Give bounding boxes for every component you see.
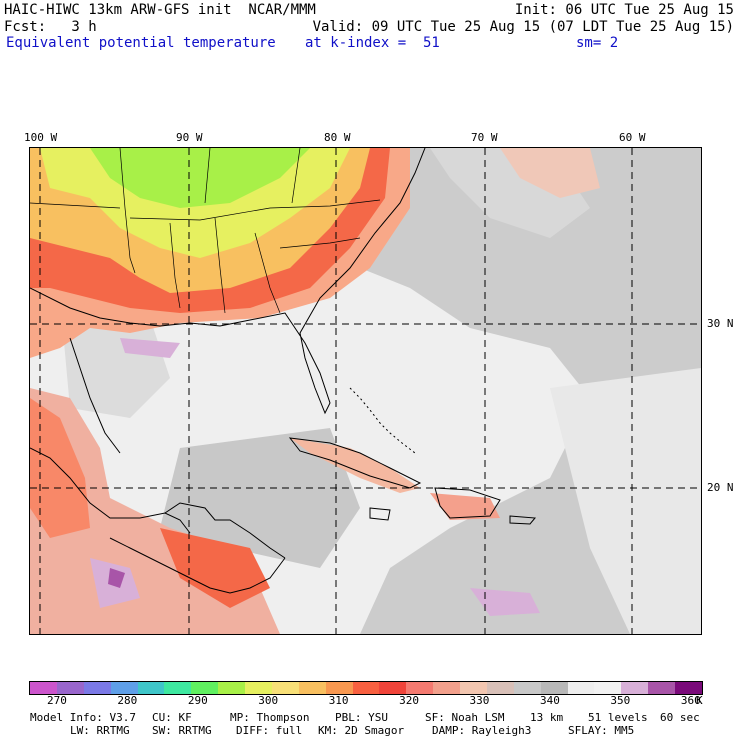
map-panel — [29, 147, 702, 635]
footer-timestep: 60 sec — [660, 711, 700, 724]
colorbar — [29, 681, 703, 695]
colorbar-swatch — [325, 682, 353, 694]
mexico-coastline — [30, 447, 191, 534]
colorbar-swatch — [648, 682, 675, 694]
colorbar-tick-label: 350 — [610, 694, 631, 707]
purple-patch-2 — [108, 568, 125, 588]
colorbar-swatch — [56, 682, 84, 694]
colorbar-swatch — [433, 682, 460, 694]
colorbar-swatch — [218, 682, 245, 694]
footer-km: KM: 2D Smagor — [318, 724, 405, 737]
atlantic-light-area — [550, 368, 701, 634]
state-borders — [30, 148, 381, 314]
colorbar-swatch — [621, 682, 649, 694]
colorbar-swatch — [675, 682, 702, 694]
colorbar-swatch — [245, 682, 272, 694]
central-america-coastline — [109, 537, 286, 594]
colorbar-swatch — [83, 682, 111, 694]
border-2 — [129, 199, 381, 221]
colorbar-swatch — [191, 682, 219, 694]
lon-label-80w: 80 W — [324, 131, 351, 144]
border-1 — [119, 148, 136, 274]
hispaniola-outline — [434, 487, 501, 519]
footer-damp: DAMP: Rayleigh3 — [432, 724, 532, 737]
border-5 — [254, 232, 281, 314]
colorbar-swatch — [379, 682, 407, 694]
colorbar-swatch — [298, 682, 326, 694]
level-label: at k-index = 51 — [305, 35, 440, 51]
border-8 — [204, 148, 211, 204]
colorbar-swatch — [271, 682, 299, 694]
footer-sflay: SFLAY: MM5 — [568, 724, 635, 737]
lat-label-30n: 30 N — [707, 317, 734, 330]
purple-gulf-patch — [120, 338, 180, 358]
colorbar-swatch — [406, 682, 434, 694]
texas-mexico-coastline — [69, 337, 121, 454]
footer-lw: LW: RRTMG — [70, 724, 130, 737]
colorbar-tick-label: 280 — [117, 694, 138, 707]
footer-cu: CU: KF — [152, 711, 192, 724]
footer-pbl: PBL: YSU — [335, 711, 388, 724]
puerto-rico-outline — [509, 515, 537, 525]
valid-time: Valid: 09 UTC Tue 25 Aug 15 (07 LDT Tue … — [312, 19, 734, 35]
jamaica-outline — [369, 507, 391, 521]
border-9 — [291, 148, 301, 204]
footer-mp: MP: Thompson — [230, 711, 310, 724]
bahamas-outline — [349, 387, 416, 454]
yucatan-coastline — [164, 502, 286, 559]
colorbar-swatch — [567, 682, 595, 694]
colorbar-swatch — [540, 682, 568, 694]
colorbar-swatch — [486, 682, 514, 694]
colorbar-tick-label: 300 — [258, 694, 279, 707]
colorbar-tick-label: 340 — [539, 694, 560, 707]
colorbar-tick-label: 310 — [328, 694, 349, 707]
colorbar-swatch — [594, 682, 622, 694]
lon-label-100w: 100 W — [24, 131, 58, 144]
colorbar-swatch — [30, 682, 57, 694]
atlantic-warm-patch — [500, 148, 600, 198]
footer-resolution: 13 km — [530, 711, 564, 724]
graticule — [30, 148, 701, 634]
colorbar-tick-label: 290 — [187, 694, 208, 707]
colorbar-tick-label: 330 — [469, 694, 490, 707]
footer-model-info: Model Info: V3.7 — [30, 711, 136, 724]
model-title: HAIC-HIWC 13km ARW-GFS init NCAR/MMM — [4, 2, 316, 18]
field-name: Equivalent potential temperature — [6, 35, 276, 51]
smooth-label: sm= 2 — [576, 35, 619, 51]
hispaniola-warm — [430, 493, 500, 520]
colorbar-swatch — [513, 682, 541, 694]
colorbar-tick-label: 270 — [47, 694, 67, 707]
caribbean-gray — [160, 428, 360, 568]
init-time: Init: 06 UTC Tue 25 Aug 15 — [514, 2, 734, 18]
footer-diff: DIFF: full — [236, 724, 303, 737]
footer-sf: SF: Noah LSM — [425, 711, 505, 724]
map-canvas — [30, 148, 701, 634]
purple-patch-3 — [470, 588, 540, 616]
colorbar-tick-label: 320 — [399, 694, 419, 707]
colorbar-swatch — [352, 682, 380, 694]
cuba-outline — [288, 437, 422, 489]
footer-sw: SW: RRTMG — [152, 724, 212, 737]
central-america-hot — [160, 528, 270, 608]
colorbar-swatch — [460, 682, 487, 694]
cuba-warm — [290, 438, 420, 493]
border-7 — [30, 202, 121, 209]
border-6 — [279, 237, 361, 249]
forecast-hour: Fcst: 3 h — [4, 19, 97, 35]
green-band — [90, 148, 310, 208]
lon-label-60w: 60 W — [619, 131, 646, 144]
colorbar-unit: K — [696, 694, 703, 707]
border-4 — [214, 217, 226, 314]
colorbar-swatch — [110, 682, 138, 694]
lat-label-20n: 20 N — [707, 481, 734, 494]
border-3 — [169, 222, 181, 309]
lon-label-70w: 70 W — [471, 131, 498, 144]
colorbar-swatch — [137, 682, 165, 694]
colorbar-swatch — [164, 682, 192, 694]
colorbar-tick-label: 360 — [680, 694, 701, 707]
footer-levels: 51 levels — [588, 711, 648, 724]
lon-label-90w: 90 W — [176, 131, 203, 144]
